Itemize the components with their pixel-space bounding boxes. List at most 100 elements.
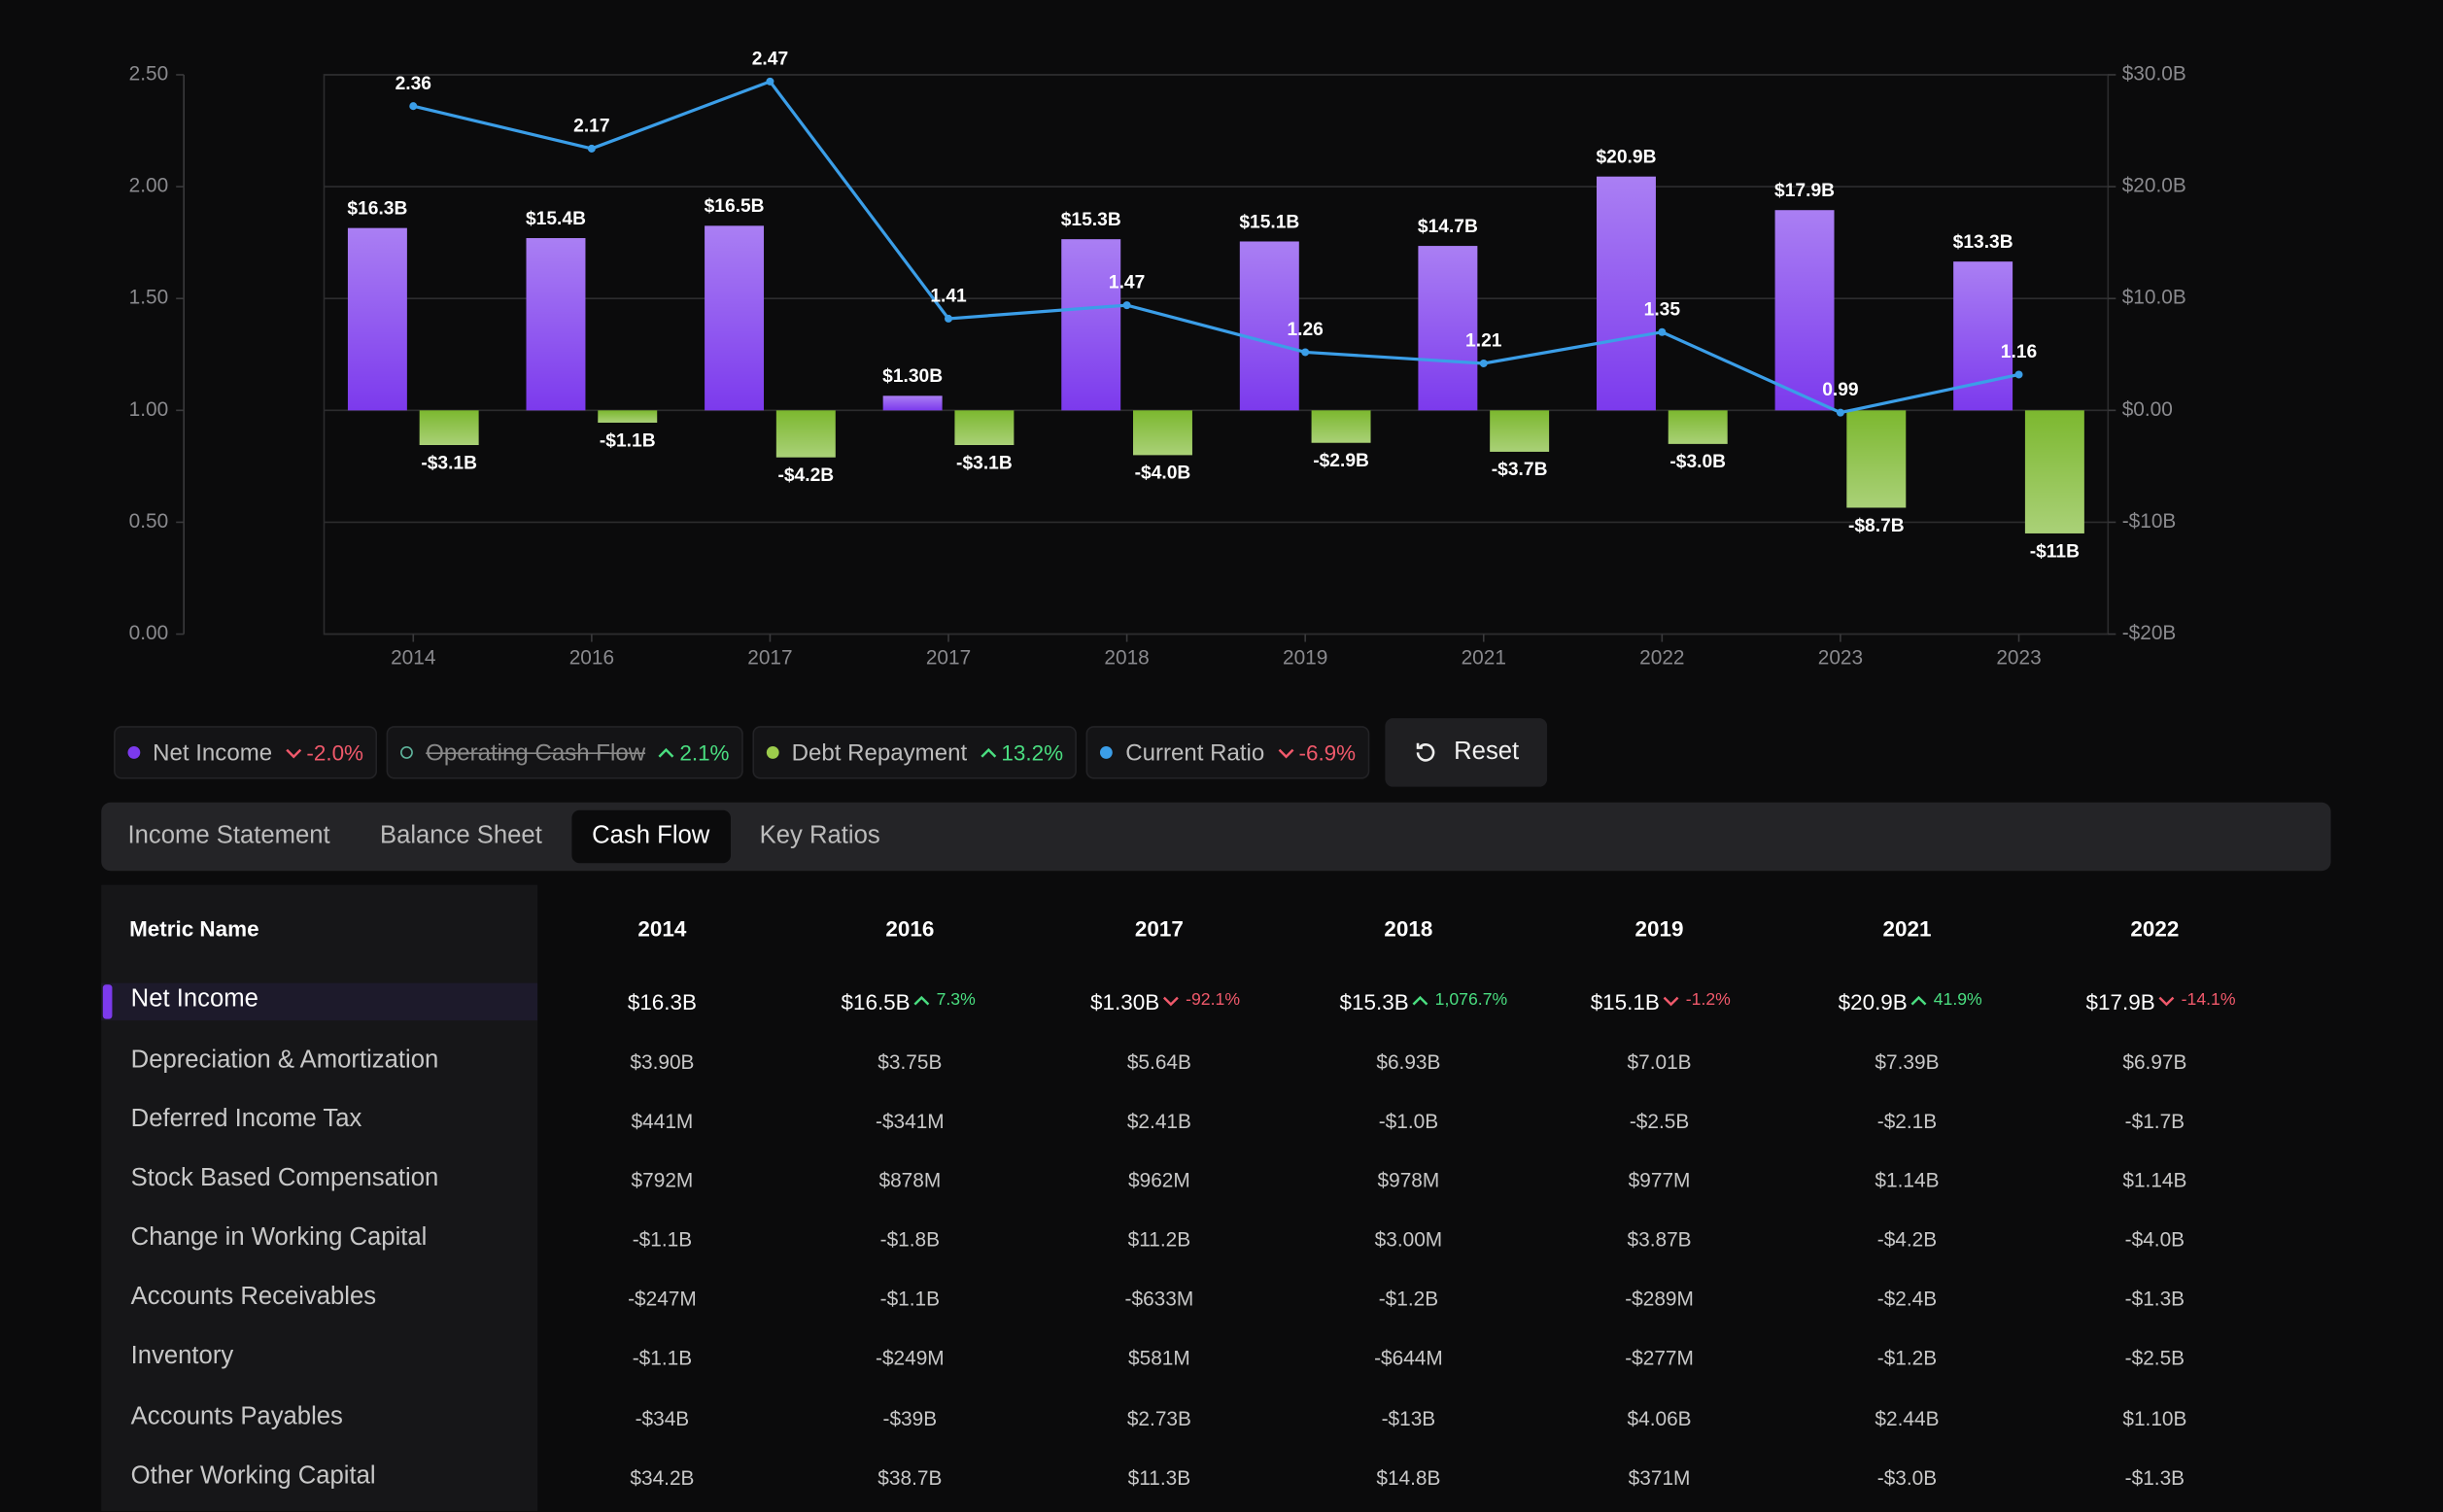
x-tick-label: 2023 <box>1818 647 1863 670</box>
bar-shade <box>1490 410 1550 452</box>
tab[interactable]: Income Statement <box>127 822 330 849</box>
tab[interactable]: Cash Flow <box>571 809 731 864</box>
tab[interactable]: Balance Sheet <box>379 822 542 849</box>
bar-shade <box>882 395 943 411</box>
legend-change-value: 2.1% <box>679 739 730 766</box>
bar-value-label: $13.3B <box>1953 232 2013 253</box>
y-tick-label: 2.00 <box>129 175 169 197</box>
bar-shade <box>419 410 479 446</box>
x-tick-label: 2021 <box>1462 647 1506 670</box>
table-cell: -$644M <box>1374 1346 1443 1370</box>
legend-item[interactable]: Operating Cash Flow 2.1% <box>387 726 743 779</box>
trend-icon <box>1162 995 1179 1006</box>
legend-dot <box>767 745 779 759</box>
table-cell: $3.75B <box>877 1049 943 1074</box>
legend-item[interactable]: Net Income -2.0% <box>114 726 378 779</box>
cell-change-value: -92.1% <box>1186 990 1241 1010</box>
bar-value-label: -$2.9B <box>1313 451 1369 471</box>
table-cell: -$4.0B <box>2124 1227 2185 1252</box>
bar-value-label: $17.9B <box>1774 181 1835 201</box>
table-cell: $6.93B <box>1376 1049 1441 1074</box>
table-cell: -$1.3B <box>2124 1465 2185 1490</box>
y2-tick-label: -$20B <box>2122 622 2177 644</box>
bar-shade <box>1774 210 1835 411</box>
legend-dot <box>1100 745 1114 759</box>
table-cell: $3.00M <box>1374 1227 1443 1252</box>
table-cell: $3.87B <box>1627 1227 1692 1252</box>
cell-change-value: 1,076.7% <box>1434 990 1508 1010</box>
x-tick-label: 2016 <box>569 647 614 670</box>
metric-name: Stock Based Compensation <box>130 1165 439 1192</box>
metric-name: Other Working Capital <box>130 1462 376 1490</box>
metric-name: Accounts Payables <box>130 1403 343 1430</box>
line-point <box>1479 359 1488 367</box>
cell-change-value: -1.2% <box>1685 990 1731 1010</box>
line-point <box>1301 348 1310 357</box>
point-value-label: 2.17 <box>573 117 609 137</box>
table-cell: -$1.1B <box>632 1346 693 1370</box>
bar-shade <box>1311 410 1371 443</box>
table-cell: -$633M <box>1124 1287 1194 1311</box>
bar-value-label: $15.1B <box>1239 212 1299 232</box>
x-tick-label: 2022 <box>1639 647 1684 670</box>
y2-tick-label: $0.00 <box>2122 398 2173 421</box>
table-column-header: 2021 <box>1882 915 1932 942</box>
table-cell: $16.3B <box>627 989 697 1014</box>
metric-name: Net Income <box>130 985 258 1014</box>
bar-shade <box>1061 239 1121 411</box>
trend-icon <box>1277 748 1293 758</box>
point-value-label: 1.47 <box>1109 273 1145 293</box>
legend-change: -2.0% <box>285 740 363 765</box>
bar-value-label: $20.9B <box>1596 148 1656 168</box>
y2-tick-label: $10.0B <box>2122 287 2186 309</box>
bar-value-label: $15.4B <box>526 209 586 229</box>
bar-value-label: -$8.7B <box>1848 516 1905 536</box>
table-cell: -$1.2B <box>1876 1346 1938 1370</box>
bar-shade <box>1418 246 1478 411</box>
bar-shade <box>347 227 407 411</box>
cell-change: 41.9% <box>1910 991 1982 1010</box>
tab[interactable]: Key Ratios <box>759 822 880 849</box>
legend-item[interactable]: Debt Repayment 13.2% <box>752 726 1078 779</box>
table-column-header: 2016 <box>885 915 935 942</box>
metric-name: Accounts Receivables <box>130 1284 377 1311</box>
table-cell: $14.8B <box>1376 1465 1441 1490</box>
chart: 0.00 0.50 1.00 1.50 2.00 2.50 -$20B -$10B $0.00 $… <box>129 49 2186 670</box>
table-cell: -$1.0B <box>1378 1109 1439 1133</box>
table-column-header: 2019 <box>1634 915 1684 942</box>
bar-value-label: $1.30B <box>882 366 943 387</box>
trend-icon <box>658 747 674 757</box>
table-column-header: 2014 <box>637 915 687 942</box>
bar-shade <box>1668 410 1728 444</box>
table-cell: $20.9B <box>1838 989 1908 1014</box>
bar-shade <box>2024 410 2084 533</box>
point-value-label: 0.99 <box>1822 380 1858 400</box>
table-cell: $3.90B <box>630 1049 695 1074</box>
table-cell: $38.7B <box>877 1465 943 1490</box>
legend-item[interactable]: Current Ratio -6.9% <box>1086 726 1370 779</box>
point-value-label: 1.16 <box>2001 342 2037 362</box>
x-tick-label: 2019 <box>1283 647 1327 670</box>
y-tick-label: 2.50 <box>129 62 169 85</box>
table-cell: $16.5B <box>841 989 911 1014</box>
bar-shade <box>954 410 1015 446</box>
metric-name: Deferred Income Tax <box>130 1106 362 1133</box>
table-cell: $977M <box>1628 1168 1691 1192</box>
bar-value-label: -$11B <box>2030 541 2080 562</box>
line-point <box>945 314 953 323</box>
bar-value-label: -$4.2B <box>777 465 834 486</box>
bar-value-label: $14.7B <box>1418 217 1478 237</box>
table-cell: -$341M <box>876 1109 945 1133</box>
bar-value-label: -$3.1B <box>956 453 1013 473</box>
table-cell: -$2.5B <box>1629 1109 1690 1133</box>
row-accent <box>102 984 113 1019</box>
reset-button[interactable]: Reset <box>1385 718 1548 787</box>
table-cell: $6.97B <box>2122 1049 2187 1074</box>
table-cell: -$1.3B <box>2124 1287 2185 1311</box>
table-cell: $962M <box>1128 1168 1190 1192</box>
table-cell: $792M <box>631 1168 694 1192</box>
cell-change: 1,076.7% <box>1412 990 1508 1010</box>
point-value-label: 1.26 <box>1287 320 1323 340</box>
line-point <box>2014 370 2023 379</box>
